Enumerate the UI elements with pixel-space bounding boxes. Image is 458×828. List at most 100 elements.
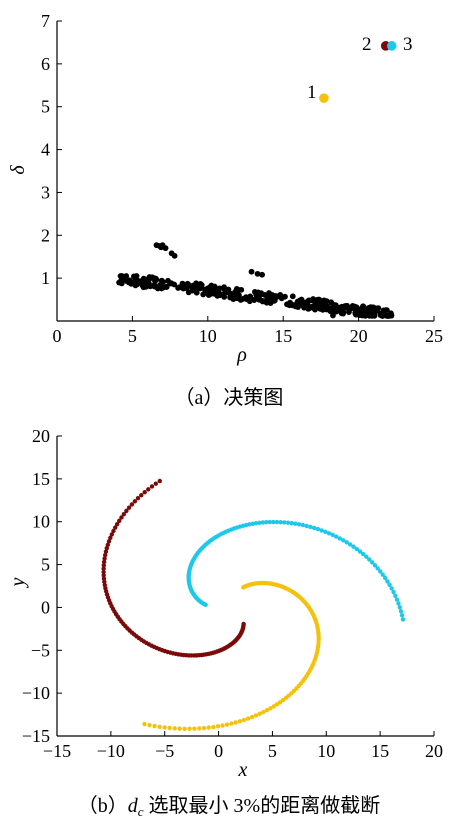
decision-point bbox=[323, 298, 330, 305]
decision-point bbox=[323, 304, 330, 311]
spiral-point bbox=[378, 569, 383, 574]
spiral-point bbox=[260, 520, 266, 525]
decision-graph-x-tick-label: 15 bbox=[274, 326, 292, 346]
spiral-point bbox=[241, 717, 247, 723]
decision-graph-y-tick-label: 1 bbox=[41, 268, 50, 288]
decision-point bbox=[368, 308, 375, 314]
decision-point bbox=[128, 280, 135, 287]
spiral-point bbox=[101, 566, 106, 571]
spiral-point bbox=[113, 525, 118, 530]
decision-point bbox=[342, 303, 348, 309]
x-axis-label-x: x bbox=[238, 759, 248, 781]
spiral-point bbox=[108, 535, 113, 541]
caption-b: （b）dc 选取最小 3%的距离做截断 bbox=[78, 794, 380, 819]
spiral-point bbox=[268, 706, 273, 711]
spiral-point bbox=[364, 554, 369, 559]
decision-point bbox=[200, 291, 207, 298]
cluster-center-3 bbox=[386, 41, 397, 51]
spiral-point bbox=[337, 536, 342, 541]
decision-point bbox=[168, 280, 175, 287]
decision-point bbox=[141, 281, 148, 288]
spiral-point bbox=[341, 538, 346, 543]
spiral-point bbox=[385, 579, 390, 584]
decision-point bbox=[171, 252, 178, 259]
spiral-point bbox=[119, 515, 124, 520]
decision-point bbox=[254, 270, 261, 277]
spiral-point bbox=[197, 726, 202, 731]
spiral-point bbox=[380, 572, 385, 577]
decision-point bbox=[274, 293, 281, 300]
spiral-x-tick-label: 20 bbox=[425, 741, 443, 761]
spiral-point bbox=[375, 566, 380, 571]
spiral-point bbox=[101, 569, 106, 575]
spiral-point bbox=[182, 726, 187, 731]
decision-point bbox=[137, 278, 144, 285]
spiral-point bbox=[300, 522, 306, 528]
center-label-1: 1 bbox=[307, 82, 317, 103]
spiral-point bbox=[162, 725, 167, 730]
decision-point bbox=[338, 309, 345, 316]
decision-point bbox=[151, 283, 158, 290]
spiral-point bbox=[396, 601, 401, 606]
spiral-y-tick-label: −10 bbox=[22, 683, 50, 703]
spiral-point bbox=[308, 524, 313, 530]
spiral-point bbox=[394, 597, 400, 602]
spiral-point bbox=[101, 576, 107, 581]
decision-point bbox=[289, 302, 296, 309]
spiral-point bbox=[247, 522, 252, 527]
decision-point bbox=[162, 245, 169, 252]
decision-point bbox=[146, 274, 153, 280]
spiral-point bbox=[106, 539, 112, 544]
decision-point bbox=[185, 289, 192, 296]
decision-graph-y-tick-label: 4 bbox=[41, 140, 50, 160]
spiral-point bbox=[319, 528, 324, 533]
decision-point bbox=[248, 268, 255, 275]
spiral-point bbox=[293, 521, 298, 526]
spiral-point bbox=[101, 563, 107, 568]
spiral-point bbox=[387, 582, 392, 588]
decision-point bbox=[336, 304, 343, 311]
decision-point bbox=[256, 296, 262, 303]
spiral-point bbox=[296, 522, 302, 527]
spiral-point bbox=[400, 617, 406, 622]
spiral-point bbox=[167, 725, 172, 731]
spiral-point bbox=[245, 716, 251, 721]
spiral-point bbox=[264, 520, 269, 525]
spiral-point bbox=[398, 609, 404, 614]
spiral-x-tick-label: 0 bbox=[214, 741, 223, 761]
spiral-point bbox=[109, 532, 115, 537]
decision-point bbox=[259, 271, 265, 278]
cluster-center-1 bbox=[319, 93, 329, 103]
decision-point bbox=[379, 312, 386, 319]
decision-point bbox=[330, 312, 336, 319]
spiral-point bbox=[177, 726, 182, 731]
spiral-point bbox=[157, 478, 162, 484]
decision-point bbox=[374, 307, 381, 313]
decision-graph-y-tick-label: 3 bbox=[41, 182, 50, 202]
spiral-point bbox=[135, 496, 141, 501]
decision-point bbox=[312, 306, 318, 313]
spiral-point bbox=[253, 713, 259, 718]
spiral-point bbox=[344, 540, 349, 545]
spiral-point bbox=[192, 726, 197, 731]
decision-point bbox=[205, 288, 212, 295]
spiral-point bbox=[393, 593, 398, 598]
spiral-point bbox=[253, 521, 259, 526]
spiral-point bbox=[102, 556, 107, 561]
decision-graph-y-tick-label: 5 bbox=[41, 97, 50, 117]
decision-point bbox=[328, 299, 335, 306]
spiral-point bbox=[304, 523, 309, 529]
spiral-point bbox=[289, 520, 294, 526]
y-axis-label-y: y bbox=[7, 577, 29, 588]
decision-point bbox=[124, 278, 130, 285]
spiral-point bbox=[250, 521, 255, 526]
spiral-x-tick-label: −10 bbox=[97, 741, 125, 761]
spiral-point bbox=[351, 544, 356, 549]
decision-point bbox=[236, 292, 242, 299]
decision-point bbox=[351, 304, 358, 310]
decision-point bbox=[278, 293, 285, 300]
spiral-y-tick-label: 5 bbox=[41, 555, 50, 575]
spiral-point bbox=[285, 520, 291, 525]
spiral-point bbox=[330, 532, 335, 538]
spiral-point bbox=[215, 724, 221, 729]
